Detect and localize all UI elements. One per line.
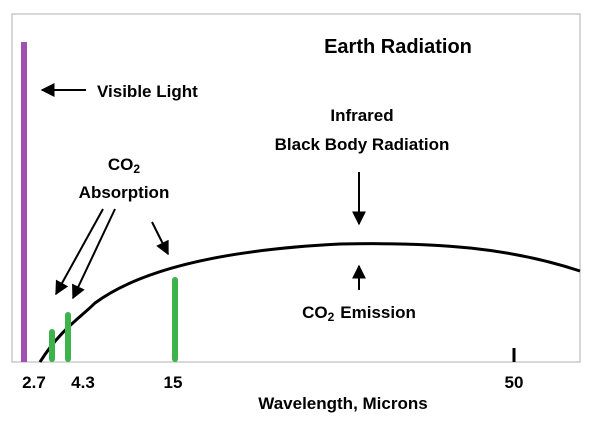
co2-emission-label: CO2 Emission: [302, 303, 416, 324]
absorption-arrow-15: [151, 221, 169, 256]
co2-bar-15: [172, 277, 178, 362]
curve-label-line1: Infrared: [330, 106, 393, 125]
black-body-curve: [38, 242, 581, 363]
tick-label-2-7: 2.7: [22, 373, 46, 392]
tick-label-50: 50: [505, 373, 524, 392]
visible-light-bar: [21, 42, 27, 362]
co2-absorption-label-line1: CO2: [108, 155, 141, 176]
absorption-arrow-4-3: [72, 208, 116, 300]
co2-bar-4-3: [65, 312, 71, 362]
chart-title: Earth Radiation: [324, 36, 472, 58]
absorption-arrow-2-7: [55, 208, 104, 296]
tick-label-15: 15: [164, 373, 183, 392]
curve-label-line2: Black Body Radiation: [275, 135, 450, 154]
co2-absorption-label-line2: Absorption: [79, 183, 170, 202]
tick-label-4-3: 4.3: [71, 373, 95, 392]
visible-light-label: Visible Light: [97, 82, 198, 101]
x-axis-label: Wavelength, Microns: [258, 394, 427, 413]
co2-bar-2-7: [49, 329, 55, 362]
chart-frame: [11, 13, 581, 363]
